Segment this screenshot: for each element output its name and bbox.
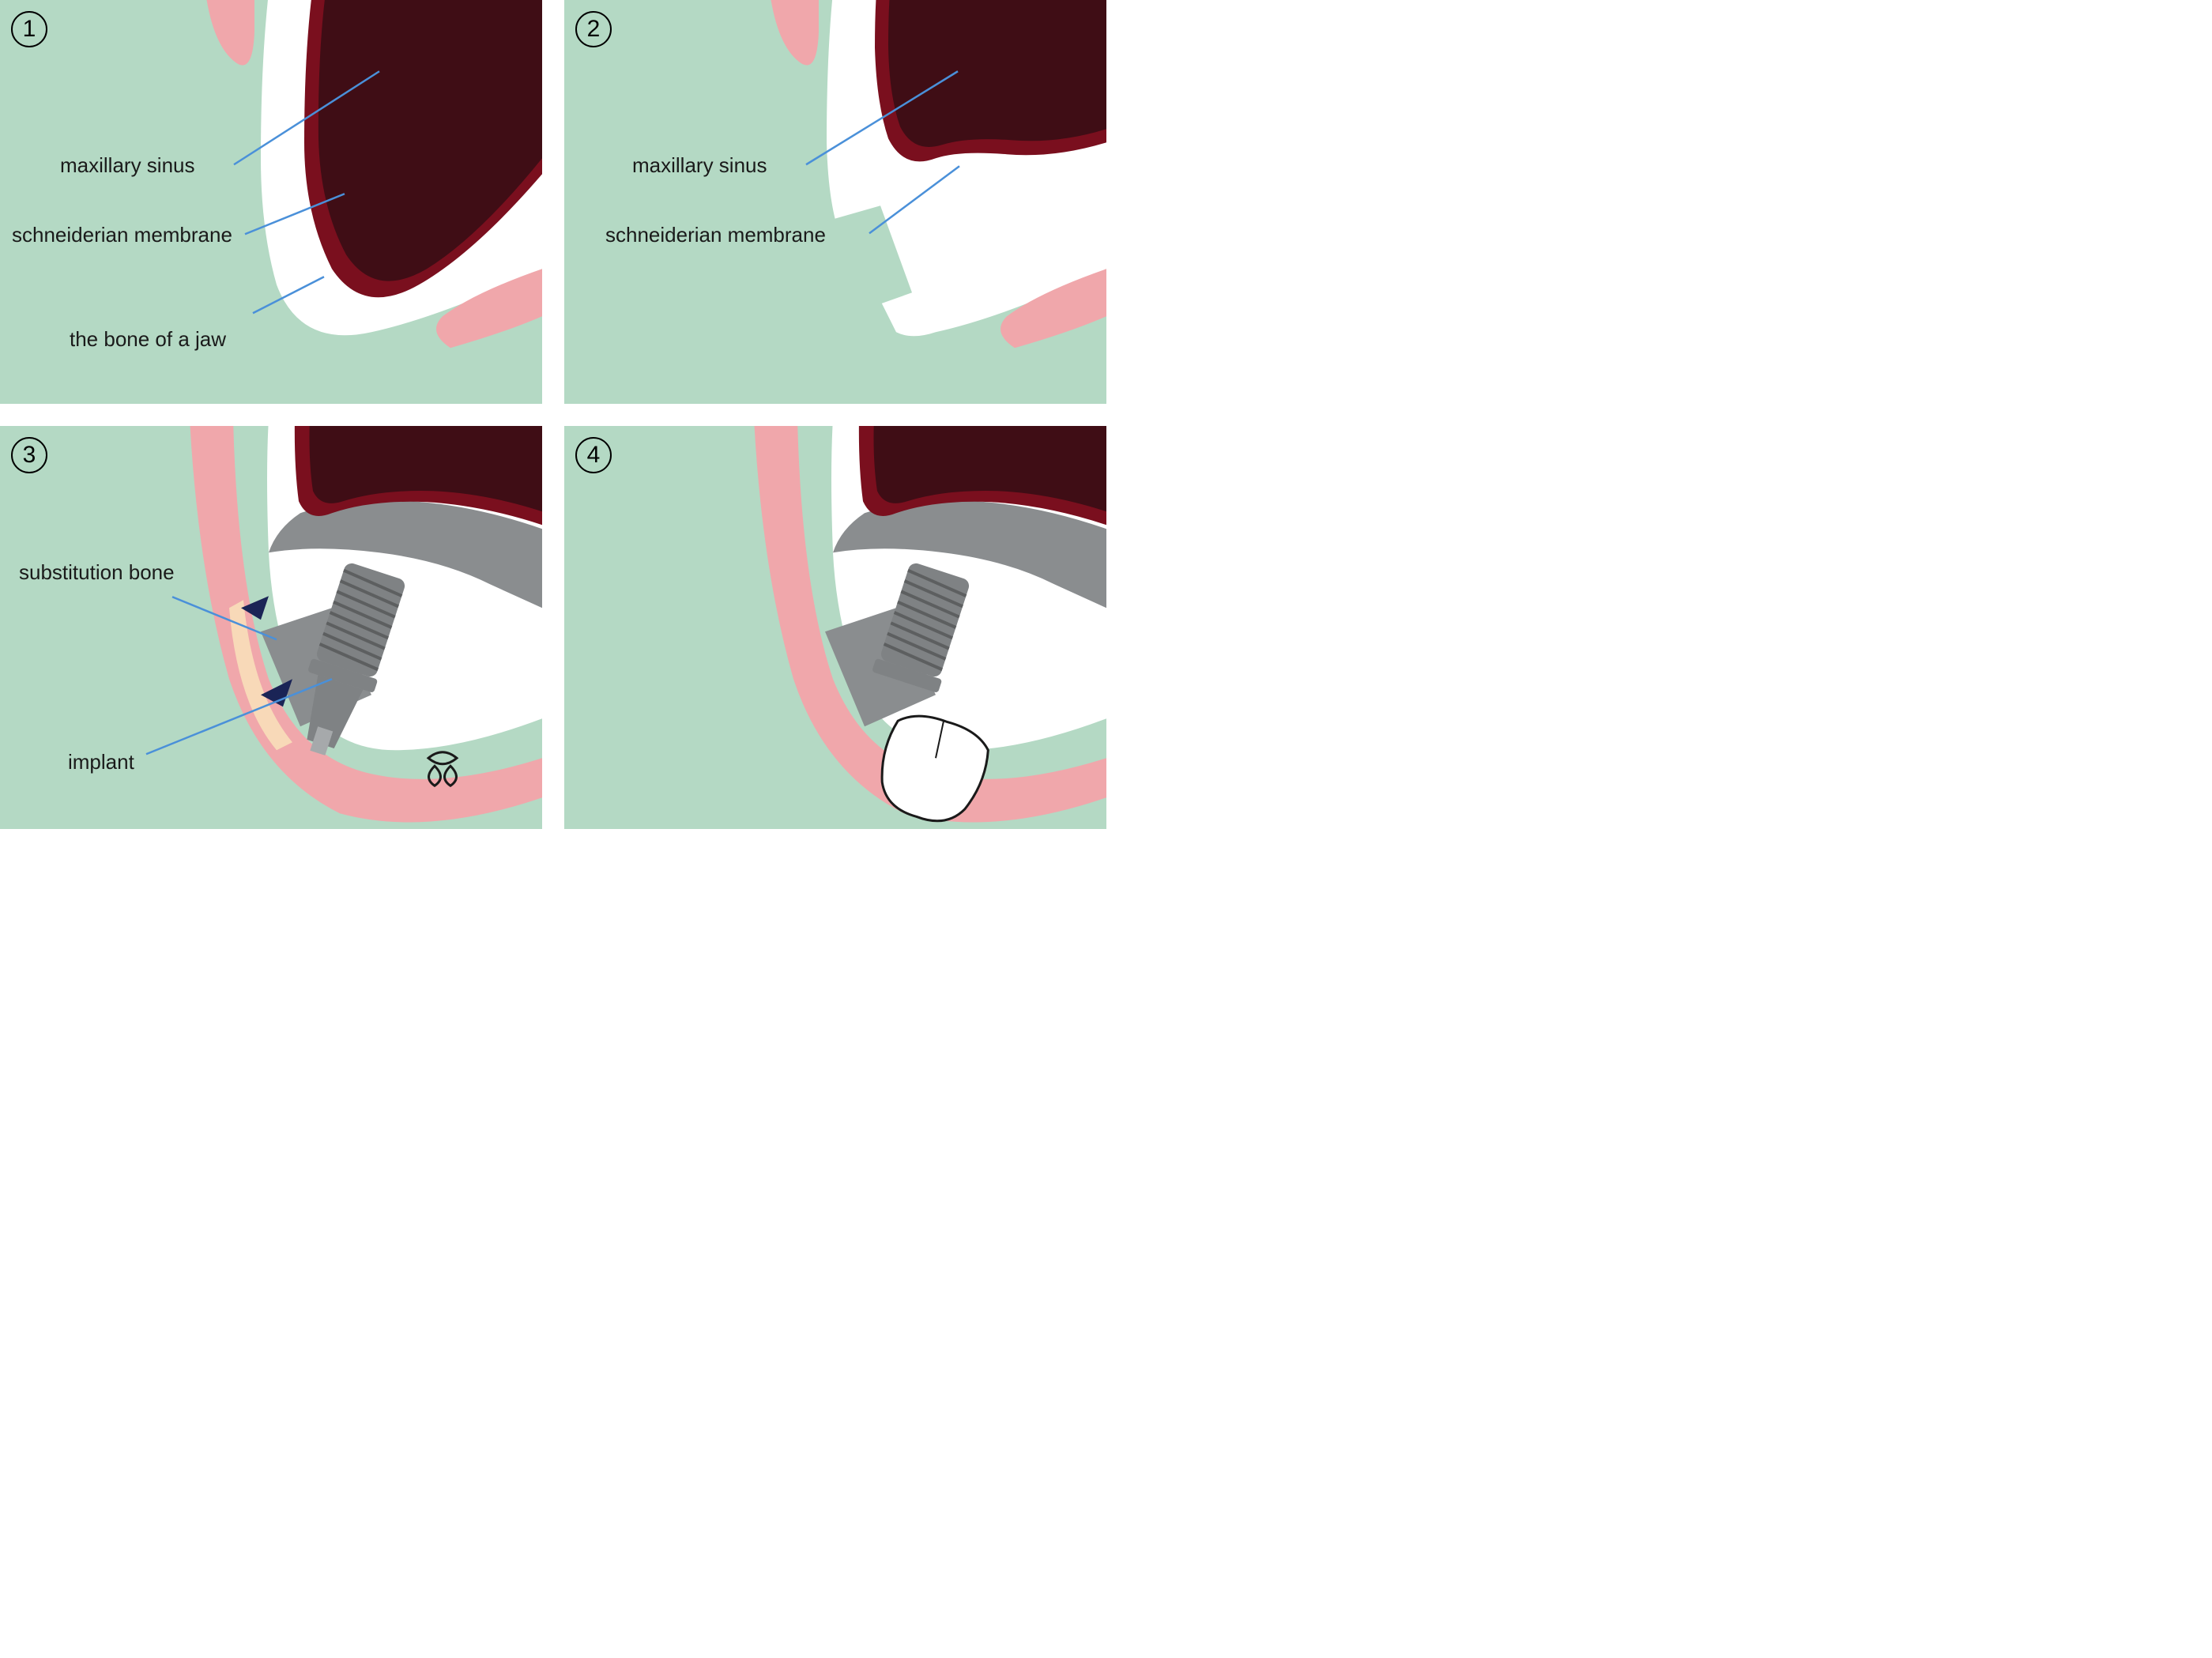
diagram-grid: 1 maxillary sinus schneiderian membrane … [0, 0, 1106, 829]
step-number: 1 [23, 16, 36, 43]
panel-4-svg [564, 426, 1106, 830]
step-number: 4 [587, 442, 601, 469]
panel-3: 3 substitution bone implant [0, 426, 542, 830]
step-badge-4: 4 [575, 437, 612, 473]
label-schneiderian-membrane: schneiderian membrane [605, 223, 826, 247]
panel-2-svg [564, 0, 1106, 404]
label-maxillary-sinus: maxillary sinus [632, 153, 767, 178]
label-substitution-bone: substitution bone [19, 560, 175, 585]
label-schneiderian-membrane: schneiderian membrane [12, 223, 232, 247]
label-maxillary-sinus: maxillary sinus [60, 153, 195, 178]
step-badge-1: 1 [11, 11, 47, 47]
step-number: 2 [587, 16, 601, 43]
label-implant: implant [68, 750, 134, 774]
step-number: 3 [23, 442, 36, 469]
panel-4: 4 [564, 426, 1106, 830]
panel-2: 2 maxillary sinus schneiderian membrane [564, 0, 1106, 404]
panel-1: 1 maxillary sinus schneiderian membrane … [0, 0, 542, 404]
step-badge-2: 2 [575, 11, 612, 47]
label-bone-of-jaw: the bone of a jaw [70, 327, 226, 352]
step-badge-3: 3 [11, 437, 47, 473]
